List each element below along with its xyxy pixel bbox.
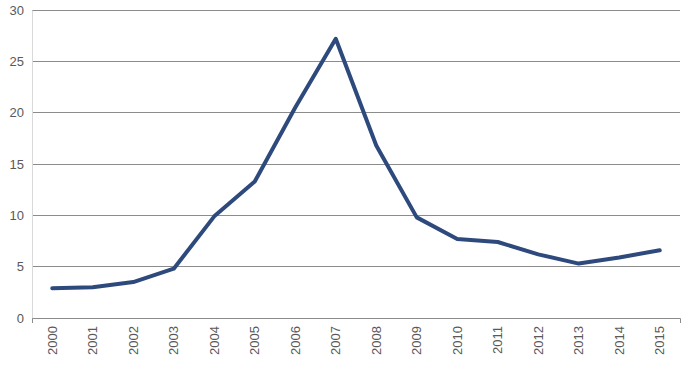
x-tick: 2010 (450, 318, 465, 355)
x-axis: 2000 2001 2002 2003 2004 2005 2006 2007 2008 2009… (33, 318, 681, 355)
y-tick: 30 (10, 3, 32, 18)
grid-line (32, 112, 680, 113)
x-tick-label: 2006 (288, 326, 303, 355)
x-tick: 2008 (369, 318, 384, 355)
x-tick-label: 2010 (450, 326, 465, 355)
x-tick-label: 2007 (328, 326, 343, 355)
x-tick-label: 2008 (369, 326, 384, 355)
y-tick: 20 (10, 105, 32, 120)
x-tick-label: 2015 (652, 326, 667, 355)
grid-line (32, 266, 680, 267)
y-tick: 15 (10, 157, 32, 172)
x-tick: 2002 (126, 318, 141, 355)
x-tick-label: 2009 (409, 326, 424, 355)
x-tick: 2015 (652, 318, 667, 355)
x-tick: 2009 (409, 318, 424, 355)
x-tick-label: 2003 (166, 326, 181, 355)
grid (32, 10, 680, 318)
x-tick: 2014 (612, 318, 627, 355)
y-tick: 25 (10, 54, 32, 69)
y-axis-line (32, 11, 33, 319)
grid-line (32, 10, 680, 11)
y-tick-label: 0 (17, 311, 24, 326)
x-tick: 2013 (571, 318, 586, 355)
grid-line (32, 164, 680, 165)
y-tick-label: 20 (10, 105, 24, 120)
x-tick: 2001 (85, 318, 100, 355)
plot-area (52, 39, 660, 288)
y-tick-label: 25 (10, 54, 24, 69)
data-line (52, 39, 660, 288)
x-tick-label: 2013 (571, 326, 586, 355)
grid-line (32, 215, 680, 216)
x-tick: 2005 (247, 318, 262, 355)
x-tick: 2004 (207, 318, 222, 355)
y-tick-label: 30 (10, 3, 24, 18)
x-axis-line (33, 319, 681, 324)
y-tick: 10 (10, 208, 32, 223)
y-tick-label: 5 (17, 259, 24, 274)
x-tick-label: 2002 (126, 326, 141, 355)
x-tick: 2003 (166, 318, 181, 355)
x-tick-label: 2011 (490, 326, 505, 354)
y-tick: 0 (17, 311, 32, 326)
y-axis: 0 5 10 15 20 25 30 (10, 3, 33, 326)
x-tick: 2007 (328, 318, 343, 355)
x-tick-label: 2012 (531, 326, 546, 355)
chart: 0 5 10 15 20 25 30 2000 2001 2002 2003 2004 2005 2006… (0, 0, 685, 365)
x-tick: 2000 (45, 318, 60, 355)
x-tick-label: 2005 (247, 326, 262, 355)
x-tick-label: 2001 (85, 326, 100, 355)
x-tick-label: 2000 (45, 326, 60, 355)
x-tick-label: 2004 (207, 326, 222, 355)
x-tick: 2011 (490, 318, 505, 354)
y-tick: 5 (17, 259, 32, 274)
y-tick-label: 15 (10, 157, 24, 172)
x-tick-label: 2014 (612, 326, 627, 355)
grid-line (32, 61, 680, 62)
x-tick: 2012 (531, 318, 546, 355)
x-tick: 2006 (288, 318, 303, 355)
y-tick-label: 10 (10, 208, 24, 223)
